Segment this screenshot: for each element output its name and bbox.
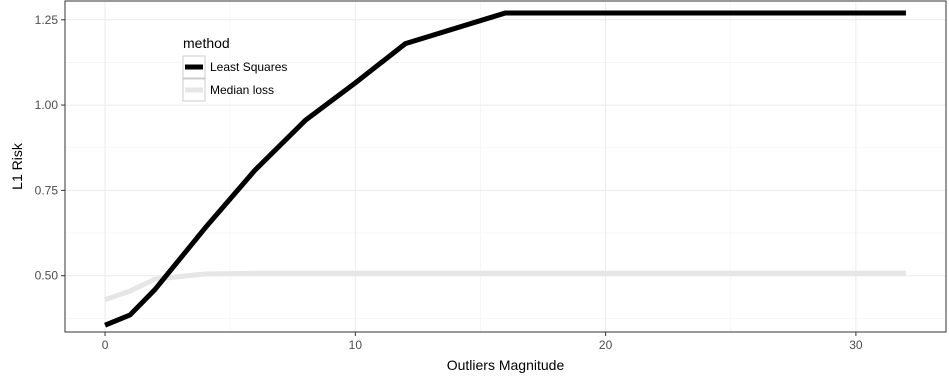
x-tick-label: 30 (849, 338, 863, 352)
x-axis-title: Outliers Magnitude (447, 357, 565, 373)
x-tick-label: 20 (599, 338, 613, 352)
series-line-least-squares (104, 10, 906, 328)
y-axis-ticks: 0.50 0.75 1.00 1.25 (35, 13, 65, 283)
legend-title: method (183, 35, 230, 51)
y-tick-label: 1.00 (35, 98, 59, 112)
plot-panel-border (64, 0, 947, 333)
series-line-median-loss (104, 270, 906, 302)
y-tick-label: 1.25 (35, 13, 59, 27)
y-tick-label: 0.50 (35, 269, 59, 283)
x-tick-label: 10 (349, 338, 363, 352)
series-lines (104, 10, 906, 328)
legend-label: Median loss (210, 83, 274, 97)
legend: method Least Squares Median loss (182, 35, 287, 102)
legend-label: Least Squares (210, 60, 287, 74)
minor-gridlines (65, 1, 946, 332)
y-tick-label: 0.75 (35, 183, 59, 197)
x-axis-ticks: 0 10 20 30 (102, 332, 863, 352)
x-tick-label: 0 (102, 338, 109, 352)
y-axis-title: L1 Risk (9, 142, 25, 190)
